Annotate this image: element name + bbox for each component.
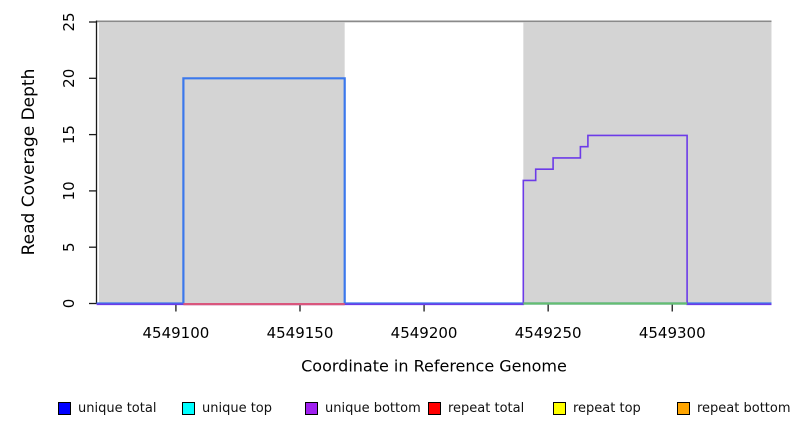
y-axis-title: Read Coverage Depth bbox=[19, 68, 39, 256]
y-tick-label: 15 bbox=[60, 125, 78, 144]
y-tick-label: 0 bbox=[60, 299, 78, 309]
x-tick-label: 4549150 bbox=[267, 324, 334, 342]
x-tick-label: 4549250 bbox=[515, 324, 582, 342]
y-tick-label: 10 bbox=[60, 181, 78, 200]
left-shaded-region bbox=[98, 22, 345, 304]
y-tick-label: 20 bbox=[60, 69, 78, 88]
y-tick-label: 5 bbox=[60, 242, 78, 252]
series-unique-bottom-line bbox=[96, 134, 772, 306]
right-shaded-region bbox=[523, 22, 772, 304]
x-axis-title: Coordinate in Reference Genome bbox=[301, 356, 567, 376]
x-tick-label: 4549100 bbox=[143, 324, 210, 342]
x-tick-label: 4549300 bbox=[639, 324, 706, 342]
y-tick-label: 25 bbox=[60, 12, 78, 31]
x-tick-label: 4549200 bbox=[391, 324, 458, 342]
